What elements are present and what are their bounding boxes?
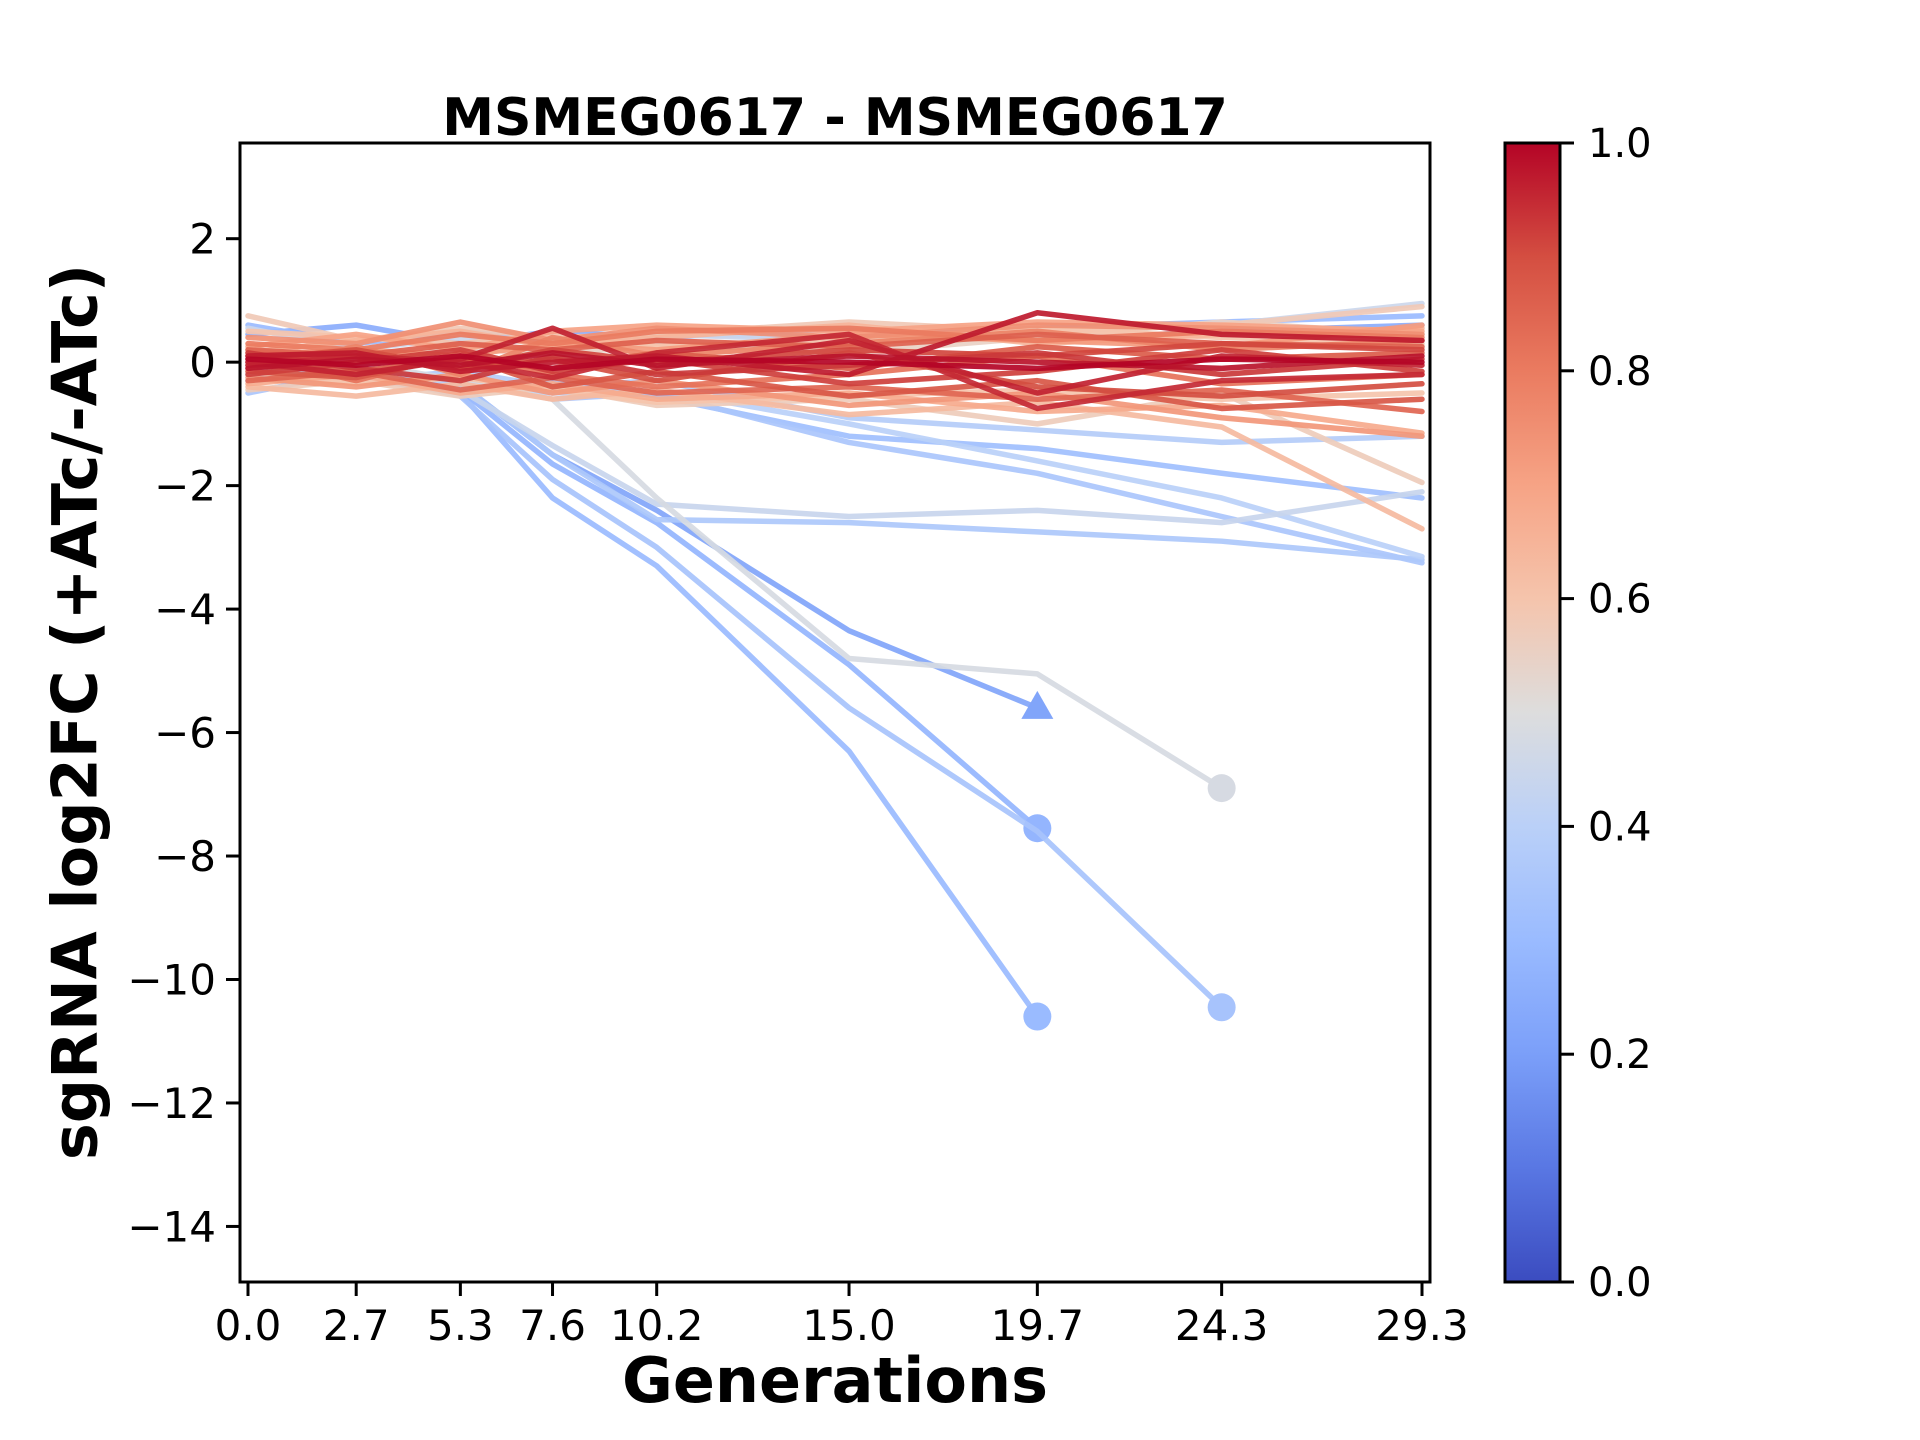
x-tick-label: 29.3: [1375, 1301, 1469, 1350]
series-line: [245, 331, 1425, 359]
series-line: [245, 353, 1425, 372]
y-tick-label: −4: [154, 585, 216, 634]
x-axis-label: Generations: [621, 1344, 1049, 1417]
series-line: [245, 359, 1041, 1020]
plot-border: [238, 141, 1432, 1284]
y-tick-label: −2: [154, 462, 216, 511]
series-line: [245, 377, 1425, 486]
colorbar-tick-label: 0.8: [1588, 349, 1652, 395]
colorbar-tick-label: 0.2: [1588, 1032, 1652, 1078]
colorbar-tick-label: 0.6: [1588, 577, 1652, 623]
y-axis-label-text: sgRNA log2FC (+ATc/-ATc): [38, 263, 112, 1161]
colorbar-tick-label: 1.0: [1588, 121, 1652, 167]
series-line: [245, 325, 1425, 353]
y-tick-label: −8: [154, 832, 216, 881]
endpoint-marker-circle: [1207, 993, 1236, 1022]
endpoint-marker-circle: [1023, 1002, 1052, 1031]
x-tick-label: 2.7: [323, 1301, 390, 1350]
colorbar: [1505, 143, 1560, 1282]
series-line: [245, 381, 1425, 532]
x-tick-label: 10.2: [610, 1301, 704, 1350]
series-line: [245, 319, 1425, 353]
y-tick-label: −12: [127, 1079, 216, 1128]
series-line: [245, 356, 1225, 791]
colorbar-tick-label: 0.0: [1588, 1260, 1652, 1306]
chart-title: MSMEG0617 - MSMEG0617: [442, 88, 1228, 148]
endpoint-marker-triangle: [1021, 690, 1054, 719]
y-tick-label: −10: [127, 956, 216, 1005]
x-tick-label: 0.0: [215, 1301, 282, 1350]
series-line: [245, 362, 1041, 832]
x-tick-label: 15.0: [802, 1301, 896, 1350]
endpoint-marker-circle: [1207, 774, 1236, 803]
x-tick-label: 19.7: [991, 1301, 1085, 1350]
y-tick-label: 0: [189, 338, 216, 387]
colorbar-border: [1503, 141, 1562, 1284]
x-tick-label: 7.6: [519, 1301, 586, 1350]
y-tick-label: −14: [127, 1202, 216, 1251]
x-tick-label: 24.3: [1175, 1301, 1269, 1350]
colorbar-tick-label: 0.4: [1588, 804, 1652, 850]
y-tick-label: −6: [154, 709, 216, 758]
y-tick-label: 2: [189, 215, 216, 264]
x-tick-label: 5.3: [427, 1301, 494, 1350]
